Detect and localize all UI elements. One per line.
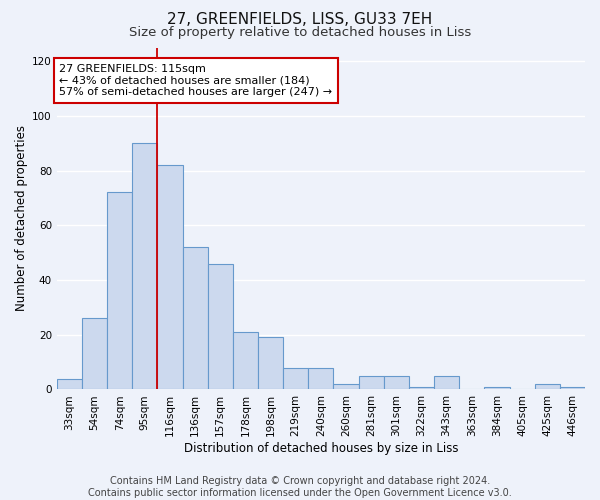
Text: Size of property relative to detached houses in Liss: Size of property relative to detached ho… xyxy=(129,26,471,39)
Bar xyxy=(233,332,258,390)
Bar xyxy=(82,318,107,390)
Bar xyxy=(308,368,334,390)
Text: 27, GREENFIELDS, LISS, GU33 7EH: 27, GREENFIELDS, LISS, GU33 7EH xyxy=(167,12,433,28)
Text: Contains HM Land Registry data © Crown copyright and database right 2024.
Contai: Contains HM Land Registry data © Crown c… xyxy=(88,476,512,498)
Bar xyxy=(107,192,132,390)
Bar xyxy=(434,376,459,390)
Bar xyxy=(258,338,283,390)
Bar xyxy=(157,165,182,390)
Bar xyxy=(208,264,233,390)
Bar xyxy=(182,247,208,390)
Bar xyxy=(409,386,434,390)
Bar xyxy=(334,384,359,390)
Bar xyxy=(132,143,157,390)
Bar xyxy=(484,386,509,390)
X-axis label: Distribution of detached houses by size in Liss: Distribution of detached houses by size … xyxy=(184,442,458,455)
Bar xyxy=(384,376,409,390)
Bar xyxy=(359,376,384,390)
Bar xyxy=(57,378,82,390)
Bar xyxy=(535,384,560,390)
Bar xyxy=(283,368,308,390)
Text: 27 GREENFIELDS: 115sqm
← 43% of detached houses are smaller (184)
57% of semi-de: 27 GREENFIELDS: 115sqm ← 43% of detached… xyxy=(59,64,332,97)
Y-axis label: Number of detached properties: Number of detached properties xyxy=(15,126,28,312)
Bar xyxy=(560,386,585,390)
